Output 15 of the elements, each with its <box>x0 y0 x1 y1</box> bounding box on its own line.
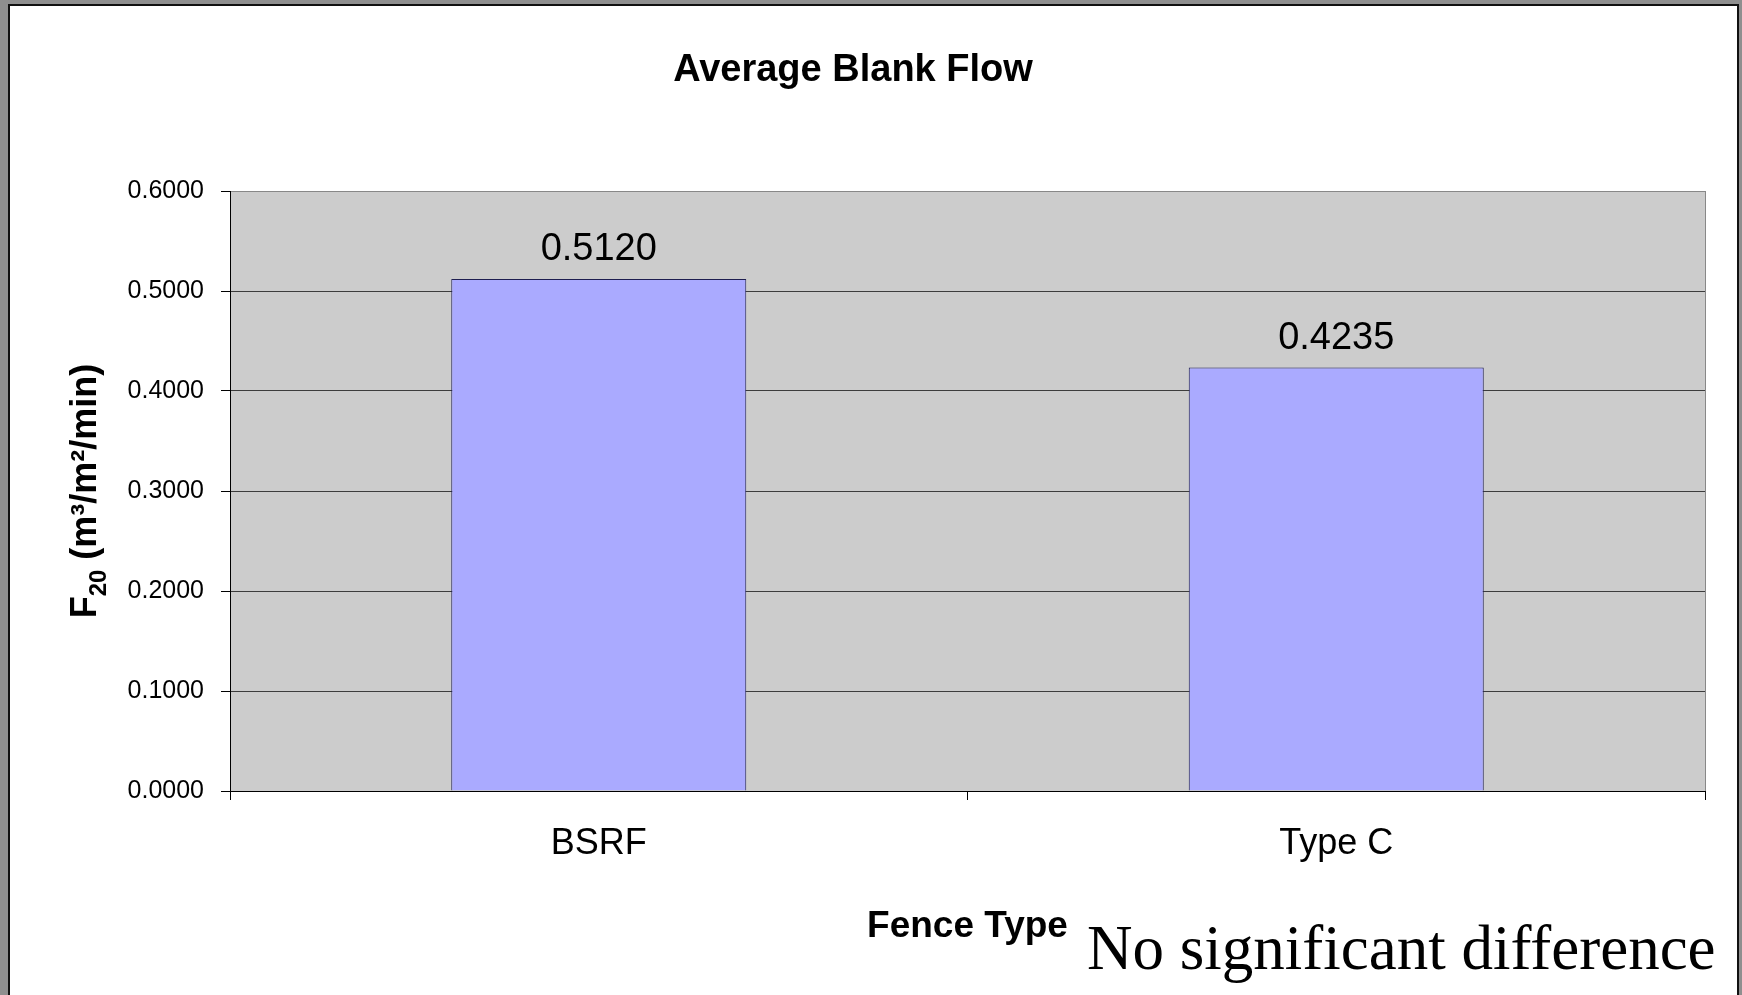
y-tick-label: 0.0000 <box>127 774 204 803</box>
x-tick-label: Type C <box>1279 820 1394 862</box>
chart-title: Average Blank Flow <box>673 47 1034 89</box>
y-axis-title: F20 (m³/m²/min) <box>63 363 112 619</box>
y-tick-label: 0.2000 <box>127 574 204 603</box>
x-axis-title: Fence Type <box>867 904 1068 945</box>
y-tick-label: 0.5000 <box>127 274 204 303</box>
data-label: 0.4235 <box>1278 314 1395 357</box>
y-tick-label: 0.6000 <box>127 174 204 203</box>
y-tick-label: 0.3000 <box>127 474 204 503</box>
x-tick-label: BSRF <box>550 820 647 862</box>
y-tick-label: 0.4000 <box>127 374 204 403</box>
data-label: 0.5120 <box>540 226 657 269</box>
text: No significant difference <box>1087 913 1716 983</box>
y-tick-label: 0.1000 <box>127 674 204 703</box>
